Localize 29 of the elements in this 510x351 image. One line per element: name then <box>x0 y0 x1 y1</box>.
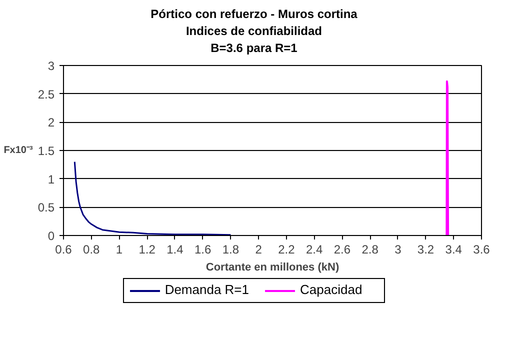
x-tick-label: 3.2 <box>417 242 434 256</box>
x-tick-label: 2.2 <box>278 242 296 256</box>
x-tick-label: 2.8 <box>362 242 379 256</box>
x-tick-label: 0.8 <box>83 242 100 256</box>
y-axis-title: Fx10⁻³ <box>4 145 34 156</box>
x-tick-label: 1.8 <box>222 242 240 256</box>
y-tick-label: 1 <box>48 172 55 186</box>
x-tick-label: 1.6 <box>194 242 212 256</box>
x-tick-label: 3.6 <box>473 242 490 256</box>
x-tick-label: 3 <box>394 242 402 256</box>
y-tick-label: 1.5 <box>38 144 55 158</box>
x-tick-label: 3.4 <box>445 242 462 256</box>
y-tick-label: 2.5 <box>38 87 55 102</box>
x-tick-label: 2 <box>255 242 262 256</box>
y-tick-label: 0 <box>48 229 55 243</box>
x-tick-label: 1.4 <box>166 242 184 256</box>
legend-label: Capacidad <box>300 282 362 297</box>
x-tick-label: 1.2 <box>138 242 156 256</box>
chart-title: Pórtico con refuerzo - Muros cortina Indices de confiabilidad B=3.6 para R=1 <box>150 6 358 57</box>
x-tick-label: 1 <box>116 242 123 256</box>
line-series <box>74 161 232 236</box>
y-tick-label: 3 <box>48 59 55 73</box>
x-tick-label: 0.6 <box>55 242 72 256</box>
y-tick-label: 2 <box>48 116 55 130</box>
legend-label: Demanda R=1 <box>164 282 250 297</box>
y-tick-label: 0.5 <box>38 200 55 215</box>
x-tick-label: 2.4 <box>306 242 323 256</box>
x-axis-title: Cortante en millones (kN) <box>206 262 340 274</box>
x-tick-label: 2.6 <box>334 242 351 256</box>
